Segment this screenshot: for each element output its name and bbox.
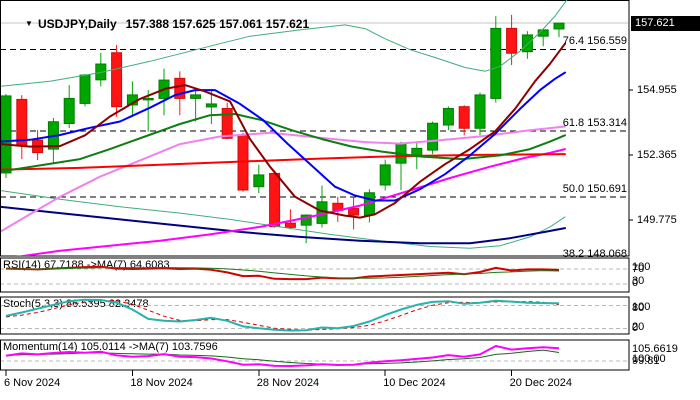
bear-candle-body xyxy=(506,27,518,54)
bear-candle-body xyxy=(111,52,123,108)
series-momentum xyxy=(5,345,560,367)
rsi-panel-area xyxy=(1,265,628,285)
bull-candle-body xyxy=(490,27,502,99)
series-rsi-ma xyxy=(6,267,560,279)
bull-candle-body xyxy=(253,174,265,188)
bull-candle-body xyxy=(553,22,565,30)
bear-candle-body xyxy=(174,77,186,99)
bull-candle-body xyxy=(521,34,533,53)
series-stoch-d xyxy=(5,299,560,331)
sub-panel-border xyxy=(0,257,630,293)
bull-candle-body xyxy=(142,97,154,101)
series-stoch-k xyxy=(5,298,560,332)
overlay-ma-blue xyxy=(1,71,566,202)
overlay-ma-green xyxy=(1,113,566,173)
bull-candle-body xyxy=(379,164,391,186)
stoch-panel-area xyxy=(1,298,628,332)
main-chart-area xyxy=(1,0,628,256)
bull-candle-body xyxy=(537,29,549,37)
bear-candle-body xyxy=(16,98,28,146)
candlesticks xyxy=(1,14,565,244)
bear-candle-body xyxy=(348,208,360,216)
bull-candle-body xyxy=(63,97,75,125)
bear-candle-body xyxy=(284,222,296,228)
overlay-band-lower xyxy=(1,190,566,249)
bull-candle-body xyxy=(205,103,217,108)
bear-candle-body xyxy=(221,107,233,139)
bull-candle-body xyxy=(427,122,439,151)
momentum-panel-area xyxy=(1,345,628,367)
overlay-ma-navy xyxy=(1,205,566,245)
sub-panel-border xyxy=(0,296,630,335)
bear-candle-body xyxy=(458,106,470,129)
momentum-panel-label: Momentum(14) 105.0114 ->MA(7) 103.7596 xyxy=(3,341,218,353)
bull-candle-body xyxy=(79,74,91,104)
bull-candle-body xyxy=(1,95,12,174)
sub-panel-border xyxy=(0,339,630,371)
bull-candle-body xyxy=(474,94,486,129)
bull-candle-body xyxy=(190,94,202,99)
overlay-ma-magenta xyxy=(15,148,566,256)
main-panel-border xyxy=(0,0,630,257)
overlay-band-upper xyxy=(1,0,568,87)
bear-candle-body xyxy=(269,172,281,228)
bull-candle-body xyxy=(442,107,454,126)
overlay-ma-violet xyxy=(1,125,566,233)
overlay-ma-red-flat xyxy=(1,153,566,171)
bull-candle-body xyxy=(300,214,312,226)
overlay-ma-darkred xyxy=(1,42,566,219)
